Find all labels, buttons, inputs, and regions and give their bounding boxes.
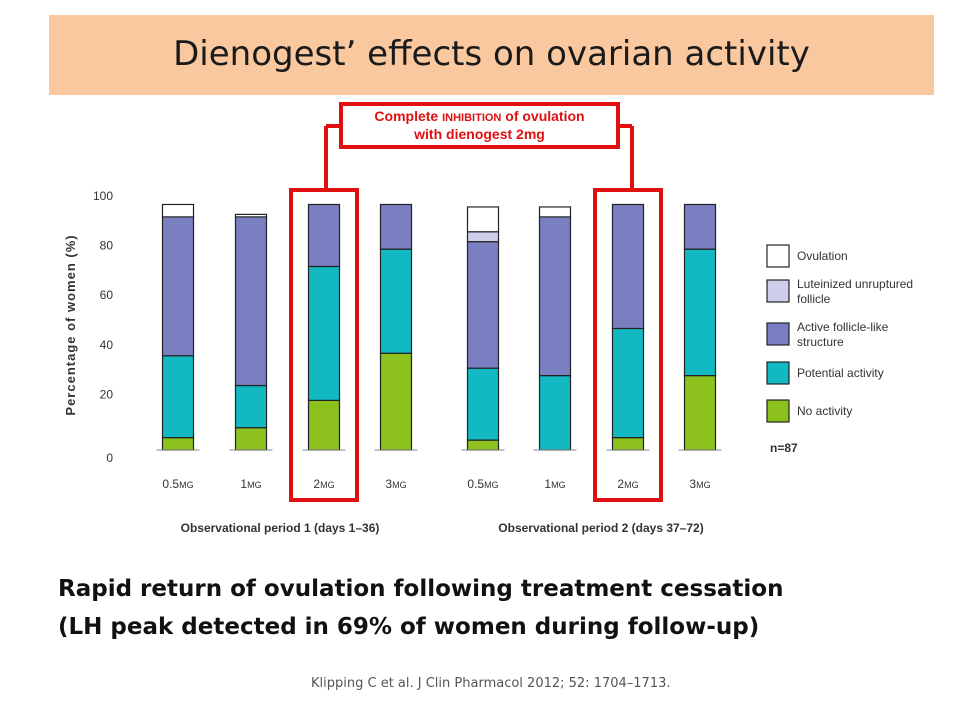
bar-segment-0-1 [161,355,195,439]
bar-segment-1-4 [234,213,268,218]
bar-segment-0-4 [161,203,195,218]
bar-segment-0-0 [161,437,195,451]
legend-label-4-0: No activity [797,404,852,418]
bar-segment-2-0 [307,399,341,451]
bar-segment-6-0 [611,437,645,451]
bar-segment-4-3 [466,231,500,243]
bar-segment-5-1 [538,375,572,451]
legend-label-2-0: Active follicle-like [797,320,889,334]
bar-segment-7-2 [683,203,717,250]
bar-segment-5-2 [538,216,572,377]
group-label-period-1: Observational period 1 (days 1–36) [181,521,380,535]
bar-segment-1-0 [234,427,268,451]
y-tick-label-40: 40 [100,338,114,352]
bar-segment-6-2 [611,203,645,330]
bar-segment-3-2 [379,203,413,250]
bar-segment-4-1 [466,367,500,441]
sample-size-annotation: n=87 [770,441,798,455]
bar-segment-5-4 [538,206,572,218]
x-tick-label-0: 0.5MG [162,477,193,491]
y-tick-label-20: 20 [100,387,114,401]
legend-swatch-4 [766,399,790,423]
citation: Klipping C et al. J Clin Pharmacol 2012;… [311,676,671,691]
y-tick-label-80: 80 [100,239,114,253]
x-tick-label-4: 0.5MG [467,477,498,491]
group-label-period-2: Observational period 2 (days 37–72) [498,521,703,535]
bar-segment-0-2 [161,216,195,357]
bar-segment-7-1 [683,248,717,377]
legend-label-2-1: structure [797,335,844,349]
legend-swatch-3 [766,361,790,385]
x-tick-label-1: 1MG [240,477,261,491]
callout-box [339,102,620,149]
title-banner: Dienogest’ effects on ovarian activity [49,15,934,95]
bars [156,203,722,451]
callout-line-1: Complete INHIBITION of ovulation [374,108,584,124]
bar-segment-3-0 [379,352,413,451]
legend-swatch-1 [766,279,790,303]
y-axis-label: Percentage of women (%) [63,234,78,415]
bar-segment-1-1 [234,384,268,429]
bar-segment-4-2 [466,241,500,369]
highlight-box-2 [289,188,359,502]
bar-segment-4-4 [466,206,500,233]
y-tick-label-0: 0 [106,451,113,465]
callout-line-2: with dienogest 2mg [413,126,545,142]
legend-label-0-0: Ovulation [797,249,848,263]
bar-segment-2-1 [307,265,341,402]
caption-line-1: Rapid return of ovulation following trea… [58,576,784,602]
legend-swatch-0 [766,244,790,268]
x-tick-label-2: 2MG [313,477,334,491]
bar-segment-6-1 [611,327,645,439]
bar-segment-7-0 [683,375,717,451]
y-tick-label-100: 100 [93,189,113,203]
bar-segment-1-2 [234,216,268,387]
legend-label-3-0: Potential activity [797,366,884,380]
legend-swatch-2 [766,322,790,346]
bar-segment-4-0 [466,439,500,451]
y-tick-label-60: 60 [100,288,114,302]
stacked-bar-chart: Complete INHIBITION of ovulation with di… [63,102,913,535]
slide-title: Dienogest’ effects on ovarian activity [173,34,810,74]
x-axis: 0.5MG 1MG 2MG 3MG 0.5MG 1MG 2MG 3MG [162,477,710,491]
x-tick-label-7: 3MG [689,477,710,491]
caption-line-2: (LH peak detected in 69% of women during… [58,614,760,640]
x-tick-label-3: 3MG [385,477,406,491]
bar-segment-3-1 [379,248,413,354]
y-axis: 0 20 40 60 80 100 [93,189,113,465]
bar-segment-2-2 [307,203,341,268]
x-tick-label-6: 2MG [617,477,638,491]
legend-label-1-0: Luteinized unruptured [797,277,913,291]
x-tick-label-5: 1MG [544,477,565,491]
legend-label-1-1: follicle [797,292,831,306]
callout-bracket [324,124,634,190]
highlight-boxes [289,188,663,502]
highlight-box-6 [593,188,663,502]
